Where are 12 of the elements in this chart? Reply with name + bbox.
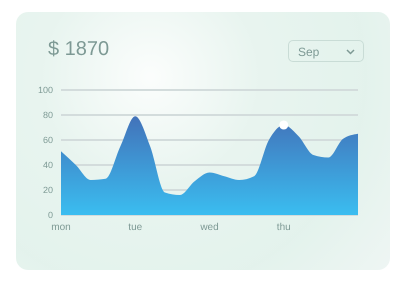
x-tick-label: mon	[51, 222, 71, 234]
y-tick-label: 0	[48, 210, 53, 220]
chart-title: $ 1870	[48, 38, 110, 61]
x-tick-label: thu	[276, 222, 291, 234]
text: Sep	[298, 45, 320, 59]
y-tick-label: 80	[42, 110, 53, 120]
y-tick-label: 60	[42, 135, 53, 146]
x-tick-label: tue	[128, 222, 143, 234]
y-tick-label: 40	[42, 160, 53, 170]
y-tick-label: 100	[38, 85, 53, 96]
x-tick-label: wed	[199, 222, 219, 234]
y-tick-label: 20	[42, 185, 53, 196]
